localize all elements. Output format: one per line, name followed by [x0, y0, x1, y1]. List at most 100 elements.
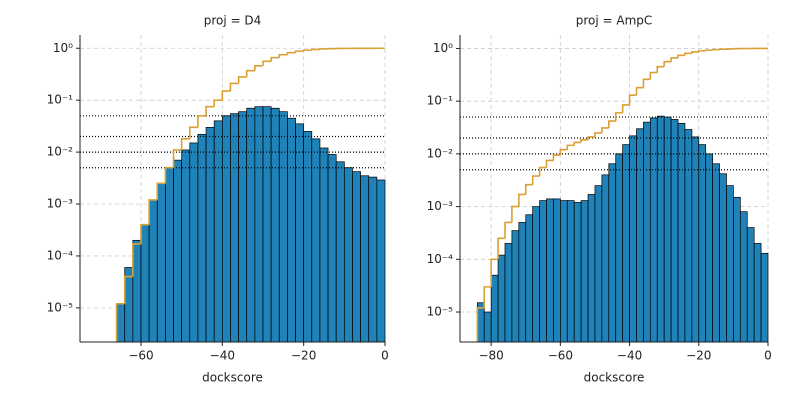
cumulative-step	[504, 221, 512, 239]
x-tick-label: −60	[128, 349, 153, 363]
histogram-bar	[746, 227, 755, 343]
histogram-bar	[760, 252, 769, 343]
histogram-bar	[132, 239, 142, 343]
panel-title: proj = AmpC	[576, 14, 653, 28]
histogram-bar	[733, 196, 741, 343]
histogram-bar	[726, 185, 734, 343]
cumulative-step	[649, 71, 658, 80]
cumulative-step	[545, 159, 554, 168]
histogram-bar	[573, 202, 582, 343]
histogram-bar	[629, 135, 637, 343]
histogram-bar	[504, 243, 513, 343]
histogram-bar	[124, 267, 134, 343]
histogram-bar	[525, 214, 534, 343]
x-axis-label: dockscore	[584, 371, 645, 385]
y-tick-label: 10⁰	[433, 41, 453, 55]
histogram-bar	[622, 144, 630, 343]
cumulative-step	[684, 52, 692, 56]
histogram-bar	[246, 107, 256, 343]
cumulative-step	[286, 51, 296, 55]
cumulative-step	[677, 54, 685, 58]
y-tick-label: 10⁰	[53, 41, 73, 55]
histogram-bar	[560, 200, 568, 343]
cumulative-step	[656, 65, 665, 73]
x-tick-label: −80	[478, 349, 503, 363]
cumulative-step	[172, 149, 182, 168]
cumulative-step	[531, 175, 540, 185]
cumulative-step	[294, 50, 304, 53]
histogram-bar	[739, 211, 748, 343]
cumulative-step	[213, 99, 223, 107]
histogram-bar	[483, 311, 492, 343]
cumulative-step	[490, 258, 499, 287]
histogram-bar	[546, 198, 554, 343]
histogram-bar	[270, 107, 280, 343]
y-tick-label: 10⁻⁴	[47, 248, 74, 262]
histogram-bar	[197, 133, 207, 343]
cumulative-step	[573, 141, 582, 146]
histogram-bar	[181, 149, 191, 343]
histogram-bar	[335, 161, 345, 343]
histogram-bar	[532, 206, 540, 343]
y-tick-label: 10⁻⁵	[47, 300, 74, 314]
histogram-bar	[238, 111, 248, 343]
histogram-bar	[311, 138, 321, 343]
histogram-bar	[360, 175, 370, 343]
histogram-bar	[518, 222, 527, 343]
cumulative-step	[670, 57, 679, 62]
cumulative-step	[148, 199, 158, 225]
y-tick-label: 10⁻⁵	[427, 305, 454, 319]
cumulative-step	[704, 49, 713, 51]
cumulative-step	[140, 223, 150, 244]
cumulative-step	[511, 205, 519, 223]
cumulative-step	[123, 275, 133, 304]
cumulative-step	[483, 286, 492, 308]
histogram-bar	[539, 200, 547, 343]
cumulative-step	[621, 104, 630, 113]
cumulative-step	[237, 76, 247, 84]
histogram-bar	[656, 115, 665, 343]
cumulative-step	[189, 126, 198, 139]
cumulative-step	[628, 94, 637, 105]
histogram-bar	[684, 129, 693, 343]
histogram-bar	[587, 194, 596, 343]
cumulative-step	[164, 166, 174, 184]
x-tick-label: 0	[381, 349, 389, 363]
cumulative-step	[524, 183, 533, 195]
panel-title: proj = D4	[204, 14, 262, 28]
histogram-bar	[230, 113, 239, 343]
histogram-bar	[116, 303, 126, 343]
histogram-bar	[594, 185, 603, 343]
cumulative-step	[635, 86, 644, 96]
cumulative-step	[180, 138, 190, 150]
histogram-bar	[303, 131, 313, 343]
cumulative-step	[497, 237, 505, 260]
cumulative-step	[697, 50, 706, 52]
cumulative-step	[278, 53, 288, 58]
y-tick-label: 10⁻³	[47, 197, 74, 211]
histogram-bar	[156, 183, 166, 343]
histogram-bar	[608, 163, 617, 343]
cumulative-step	[580, 139, 589, 143]
y-tick-label: 10⁻³	[427, 199, 454, 213]
histogram-bar	[705, 153, 713, 343]
x-tick-label: −20	[291, 349, 316, 363]
x-tick-label: −20	[686, 349, 711, 363]
cumulative-step	[115, 302, 125, 342]
histogram-bar	[343, 167, 353, 343]
histogram-bar	[677, 122, 686, 343]
cumulative-step	[559, 148, 568, 156]
histogram-bar	[189, 142, 199, 343]
histogram-bar	[205, 126, 215, 343]
cumulative-step	[476, 307, 485, 342]
cumulative-step	[566, 144, 575, 150]
x-tick-label: −40	[210, 349, 235, 363]
histogram-bar	[319, 147, 329, 343]
histogram-bar	[712, 163, 720, 343]
x-tick-label: 0	[764, 349, 772, 363]
histogram-bar	[490, 274, 499, 343]
cumulative-step	[245, 69, 255, 77]
cumulative-step	[608, 120, 616, 128]
histogram-bar	[649, 117, 658, 343]
histogram-bar	[278, 111, 288, 343]
